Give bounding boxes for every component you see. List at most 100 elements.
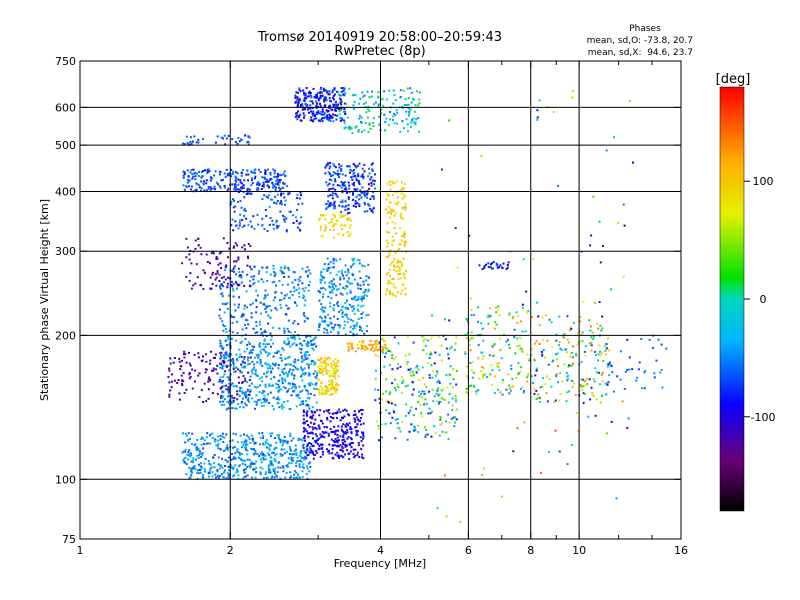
data-point	[587, 415, 590, 418]
data-point	[321, 120, 324, 123]
data-point	[277, 182, 279, 185]
data-point	[368, 122, 371, 125]
data-point	[220, 396, 222, 399]
data-point	[246, 390, 249, 393]
data-point	[440, 397, 443, 400]
data-point	[303, 367, 306, 370]
data-point	[319, 88, 322, 91]
data-point	[235, 366, 238, 369]
data-point	[261, 365, 264, 367]
data-point	[334, 453, 337, 456]
data-point	[197, 138, 200, 141]
data-point	[305, 400, 308, 402]
data-point	[352, 414, 355, 417]
data-point	[271, 219, 274, 222]
data-point	[321, 306, 324, 309]
data-point	[197, 141, 200, 144]
data-point	[324, 316, 327, 318]
data-point	[268, 367, 271, 370]
data-point	[331, 326, 334, 329]
data-point	[259, 323, 261, 326]
data-point	[396, 203, 399, 206]
data-point	[207, 187, 210, 190]
data-point	[426, 402, 428, 405]
data-point	[299, 451, 302, 454]
data-point	[422, 377, 425, 379]
data-point	[417, 130, 420, 133]
data-point	[318, 426, 321, 429]
data-point	[374, 388, 377, 391]
data-point	[258, 345, 261, 347]
data-point	[367, 130, 370, 133]
data-point	[325, 426, 328, 429]
data-point	[168, 381, 171, 384]
data-point	[399, 273, 402, 275]
data-point	[319, 214, 322, 217]
data-point	[234, 186, 237, 189]
data-point	[353, 181, 356, 184]
data-point	[598, 344, 601, 347]
data-point	[538, 342, 541, 345]
data-point	[404, 242, 407, 245]
data-point	[350, 266, 352, 269]
data-point	[305, 103, 308, 106]
data-point	[451, 409, 454, 412]
data-point	[261, 376, 264, 379]
data-point	[361, 340, 364, 343]
data-point	[310, 410, 313, 413]
data-point	[366, 189, 369, 192]
data-point	[340, 428, 343, 431]
data-point	[223, 357, 226, 360]
data-point	[391, 244, 394, 247]
data-point	[316, 443, 319, 445]
data-point	[190, 262, 193, 265]
data-point	[192, 457, 195, 460]
data-point	[394, 404, 397, 406]
data-point	[341, 118, 344, 121]
data-point	[264, 472, 267, 475]
data-point	[188, 258, 191, 261]
data-point	[220, 293, 222, 295]
data-point	[319, 96, 322, 99]
data-point	[354, 350, 357, 353]
data-point	[260, 278, 263, 281]
data-point	[339, 101, 342, 104]
data-point	[232, 170, 235, 173]
data-point	[480, 155, 483, 158]
data-point	[380, 112, 383, 115]
data-point	[274, 290, 277, 293]
data-point	[203, 189, 206, 192]
data-point	[318, 219, 321, 221]
data-point	[319, 385, 322, 388]
data-point	[214, 272, 217, 275]
data-point	[442, 388, 445, 391]
data-point	[196, 439, 199, 441]
data-point	[341, 199, 344, 202]
data-point	[232, 282, 235, 285]
data-point	[205, 436, 208, 439]
data-point	[311, 106, 314, 109]
data-point	[349, 126, 352, 129]
data-point	[242, 397, 244, 400]
data-point	[393, 113, 396, 115]
data-point	[571, 96, 574, 99]
data-point	[350, 438, 353, 441]
data-point	[330, 438, 333, 441]
data-point	[281, 403, 284, 406]
data-point	[261, 217, 264, 220]
data-point	[252, 215, 255, 218]
data-point	[314, 115, 316, 117]
data-point	[521, 330, 524, 333]
data-point	[557, 365, 559, 368]
data-point	[238, 303, 240, 306]
data-point	[336, 301, 339, 304]
data-point	[262, 280, 265, 283]
data-point	[354, 94, 357, 97]
data-point	[328, 90, 331, 92]
data-point	[318, 325, 321, 328]
data-point	[378, 439, 380, 442]
data-point	[265, 438, 268, 441]
data-point	[315, 94, 318, 96]
data-point	[347, 348, 350, 351]
